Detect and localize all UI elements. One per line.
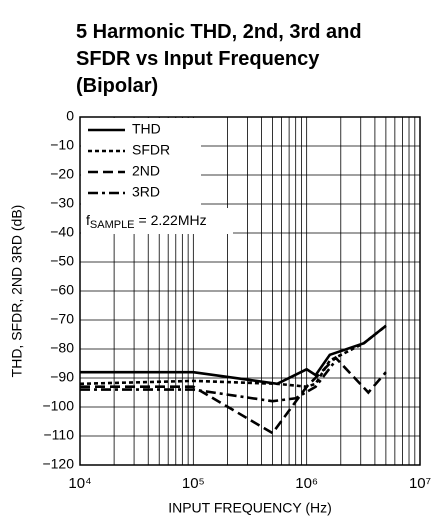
y-tick-label: 0 [66, 108, 74, 124]
y-tick-label: −30 [50, 195, 74, 211]
x-tick-label: 10⁵ [182, 475, 205, 492]
annotation-box [81, 208, 233, 234]
annotation-subscript: SAMPLE [90, 219, 135, 231]
x-axis-label: INPUT FREQUENCY (Hz) [168, 500, 332, 516]
y-tick-label: −120 [42, 456, 74, 472]
x-tick-label: 10⁷ [409, 475, 431, 492]
annotation: fSAMPLE = 2.22MHz [86, 212, 207, 231]
y-tick-label: −50 [50, 253, 74, 269]
legend-box [81, 118, 201, 208]
x-tick-label: 10⁶ [295, 475, 318, 492]
y-tick-label: −10 [50, 137, 74, 153]
series-line [79, 324, 387, 389]
y-tick-label: −70 [50, 311, 74, 327]
annotation-symbol: f [86, 212, 90, 228]
y-tick-label: −40 [50, 224, 74, 240]
legend-label: SFDR [132, 142, 170, 158]
legend-label: THD [132, 121, 161, 137]
x-tick-label: 10⁴ [68, 475, 91, 492]
chart-title: 5 Harmonic THD, 2nd, 3rd and [76, 21, 362, 43]
y-tick-label: −110 [44, 427, 75, 443]
annotation-text: = 2.22MHz [139, 212, 207, 228]
y-tick-label: −20 [50, 166, 74, 182]
chart-title: (Bipolar) [76, 75, 158, 97]
legend-label: 2ND [132, 163, 160, 179]
series-line [80, 359, 337, 403]
y-tick-label: −80 [50, 340, 74, 356]
y-tick-label: −60 [50, 282, 74, 298]
chart-title: SFDR vs Input Frequency [76, 48, 320, 70]
plot-frame [79, 116, 421, 466]
series-line [80, 355, 387, 435]
y-tick-label: −100 [42, 398, 74, 414]
y-axis-label: THD, SFDR, 2ND 3RD (dB) [9, 205, 25, 378]
legend-label: 3RD [132, 184, 160, 200]
y-tick-label: −90 [50, 369, 74, 385]
